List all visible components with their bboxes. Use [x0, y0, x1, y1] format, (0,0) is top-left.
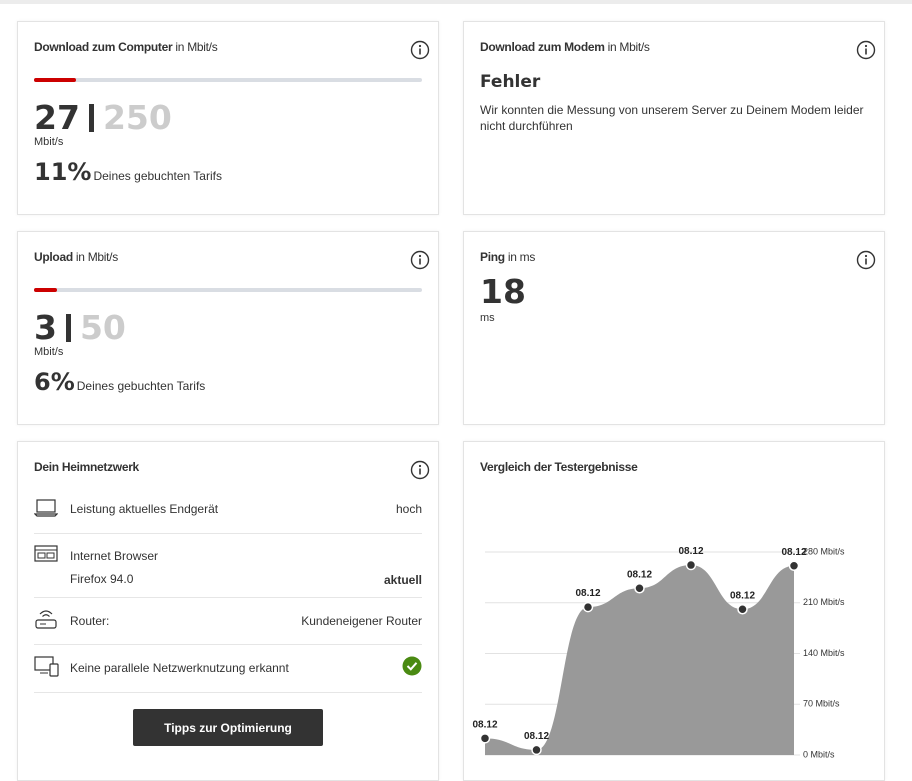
- card-title: Dein Heimnetzwerk: [34, 460, 139, 474]
- area: [485, 565, 794, 755]
- info-icon[interactable]: [410, 250, 430, 270]
- point-label: 08.12: [627, 569, 652, 580]
- progress-track: [34, 78, 422, 82]
- router-icon: [35, 610, 57, 629]
- y-tick-label: 280 Mbit/s: [803, 546, 845, 556]
- percent: 6% Deines gebuchten Tarifs: [34, 368, 205, 396]
- percent: 11% Deines gebuchten Tarifs: [34, 158, 222, 186]
- max: 50: [79, 308, 126, 347]
- info-icon[interactable]: [410, 460, 430, 480]
- info-icon[interactable]: [410, 40, 430, 60]
- chart-card: Vergleich der Testergebnisse 0 Mbit/s 70 …: [463, 441, 885, 781]
- info-icon[interactable]: [856, 250, 876, 270]
- value: 3: [34, 308, 57, 347]
- row-label: Internet Browser: [70, 549, 159, 563]
- info-icon[interactable]: [856, 40, 876, 60]
- title: Download zum Modem: [480, 40, 605, 54]
- download-modem-card: Download zum Modem in Mbit/s Fehler Wir …: [463, 21, 885, 215]
- unit-title: in Mbit/s: [75, 250, 118, 264]
- y-tick-label: 210 Mbit/s: [803, 597, 845, 607]
- message: Wir konnten die Messung von unserem Serv…: [480, 103, 864, 133]
- value: 27: [34, 98, 80, 137]
- home-network-card: Dein Heimnetzwerk Leistung aktuelles End…: [17, 441, 439, 781]
- point: [737, 604, 748, 615]
- unit: Mbit/s: [34, 346, 64, 358]
- progress-track: [34, 288, 422, 292]
- row-label: Keine parallele Netzwerknutzung erkannt: [70, 661, 289, 675]
- card-title: Download zum Computer in Mbit/s: [34, 40, 218, 54]
- progress-fill: [34, 288, 58, 292]
- row-label: Leistung aktuelles Endgerät: [70, 502, 219, 516]
- row-value: aktuell: [383, 573, 422, 587]
- laptop-icon: [34, 499, 58, 517]
- title: Dein Heimnetzwerk: [34, 460, 139, 474]
- row-detail: Firefox 94.0: [70, 572, 134, 586]
- network-row: Leistung aktuelles Endgerät hoch: [34, 492, 422, 534]
- point-label: 08.12: [678, 546, 703, 557]
- ping-card: Ping in ms 18 ms: [463, 231, 885, 425]
- network-row: Keine parallele Netzwerknutzung erkannt: [34, 644, 422, 693]
- card-title: Ping in ms: [480, 250, 535, 264]
- chart-title: Vergleich der Testergebnisse: [480, 460, 638, 474]
- percent-text: Deines gebuchten Tarifs: [76, 379, 206, 393]
- point: [531, 744, 542, 756]
- row-value: hoch: [395, 502, 422, 516]
- speed: 3 50: [34, 308, 126, 347]
- point-label: 08.12: [472, 719, 497, 730]
- unit-title: in ms: [507, 250, 536, 264]
- y-tick-label: 0 Mbit/s: [803, 749, 835, 759]
- network-row: Internet Browser Firefox 94.0 aktuell: [34, 533, 422, 598]
- point-label: 08.12: [524, 731, 549, 742]
- network-row: Router: Kundeneigener Router: [34, 597, 422, 645]
- upload-card: Upload in Mbit/s 3 50 Mbit/s 6% Deines geb…: [17, 231, 439, 425]
- separator: [88, 103, 94, 132]
- browser-icon: [34, 545, 58, 562]
- progress-fill: [34, 78, 76, 82]
- title: Upload: [34, 250, 73, 264]
- top-band: [0, 0, 912, 4]
- row-label: Router:: [70, 614, 110, 628]
- percent-value: 11%: [34, 158, 92, 186]
- point: [788, 560, 800, 572]
- point: [685, 559, 697, 571]
- unit-title: in Mbit/s: [175, 40, 218, 54]
- ping-value: 18: [480, 272, 526, 311]
- percent-text: Deines gebuchten Tarifs: [93, 169, 222, 183]
- unit-title: in Mbit/s: [607, 40, 650, 54]
- devices-icon: [34, 656, 59, 677]
- card-title: Download zum Modem in Mbit/s: [480, 40, 650, 54]
- card-title: Upload in Mbit/s: [34, 250, 118, 264]
- point: [582, 601, 594, 613]
- unit: ms: [480, 312, 495, 324]
- percent-value: 6%: [34, 368, 75, 396]
- chart: 0 Mbit/s 70 Mbit/s 140 Mbit/s 210 Mbit/s 280…: [472, 546, 845, 759]
- point-label: 08.12: [781, 547, 806, 558]
- row-value: Kundeneigener Router: [301, 614, 422, 628]
- check-icon: [402, 656, 422, 676]
- point-label: 08.12: [730, 590, 755, 601]
- status: Fehler: [480, 72, 541, 92]
- point: [479, 733, 491, 744]
- download-computer-card: Download zum Computer in Mbit/s 27 250 Mb…: [17, 21, 439, 215]
- point: [634, 583, 645, 594]
- point-label: 08.12: [575, 588, 600, 599]
- speed: 27 250: [34, 98, 172, 137]
- title: Download zum Computer: [34, 40, 173, 54]
- title: Ping: [480, 250, 505, 264]
- separator: [65, 313, 71, 342]
- optimize-button[interactable]: Tipps zur Optimierung: [133, 709, 323, 746]
- unit: Mbit/s: [34, 136, 64, 148]
- y-tick-label: 70 Mbit/s: [803, 699, 840, 709]
- card-title: Vergleich der Testergebnisse: [480, 460, 638, 474]
- y-tick-label: 140 Mbit/s: [803, 648, 845, 658]
- max: 250: [102, 98, 172, 137]
